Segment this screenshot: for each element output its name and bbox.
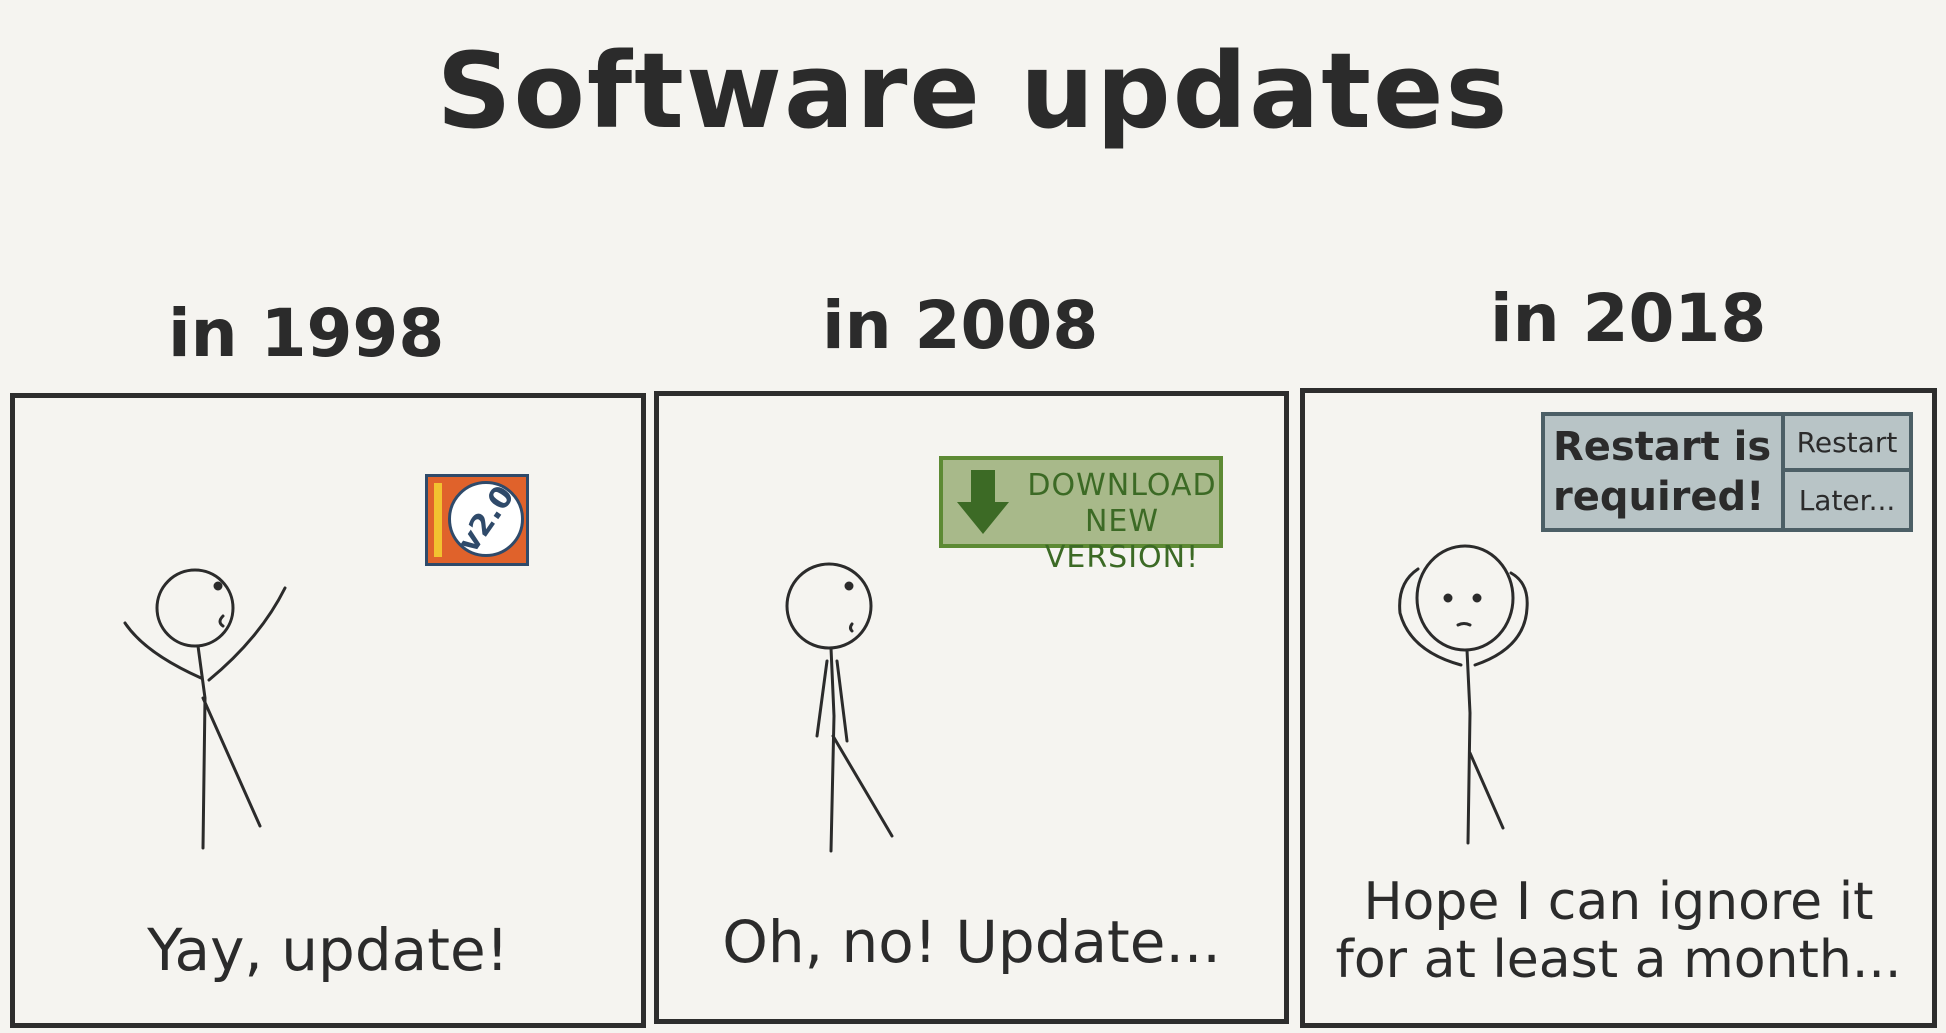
panel-2008: DOWNLOAD NEW VERSION! Oh, no! Update...	[654, 391, 1289, 1024]
cd-update-badge: v2.0	[425, 474, 529, 566]
download-banner-line2: NEW VERSION!	[1044, 504, 1200, 575]
panel-caption-2018-line2: for at least a month...	[1335, 930, 1902, 990]
comic-title: Software updates	[436, 30, 1510, 152]
cd-disc-icon: v2.0	[448, 479, 524, 559]
download-banner: DOWNLOAD NEW VERSION!	[939, 456, 1223, 575]
restart-button[interactable]: Restart	[1781, 416, 1909, 472]
later-button[interactable]: Later...	[1781, 472, 1909, 528]
download-arrow-icon	[957, 470, 1009, 534]
year-label-2018: in 2018	[1490, 280, 1767, 357]
panel-caption-2018-line1: Hope I can ignore it	[1363, 872, 1874, 932]
version-label: v2.0	[450, 479, 522, 559]
download-banner-line1: DOWNLOAD	[1027, 468, 1217, 503]
panel-1998: v2.0 Yay, update!	[10, 393, 646, 1028]
panel-2018: Restart is required! Restart Later... Ho…	[1300, 388, 1937, 1028]
stick-figure-cheering	[123, 568, 287, 850]
restart-dialog: Restart is required! Restart Later...	[1541, 412, 1913, 532]
year-label-1998: in 1998	[168, 295, 445, 372]
cd-case-strip	[434, 483, 442, 557]
download-banner-text: DOWNLOAD NEW VERSION!	[1025, 468, 1219, 576]
stick-figure-hands-on-head	[1398, 544, 1529, 845]
panel-caption-2018: Hope I can ignore it for at least a mont…	[1305, 873, 1932, 989]
year-label-2008: in 2008	[822, 287, 1099, 364]
panel-caption-2008: Oh, no! Update...	[722, 908, 1221, 976]
panel-caption-1998: Yay, update!	[147, 916, 509, 984]
stick-figure-worried	[785, 562, 894, 853]
restart-dialog-message: Restart is required!	[1553, 424, 1772, 520]
